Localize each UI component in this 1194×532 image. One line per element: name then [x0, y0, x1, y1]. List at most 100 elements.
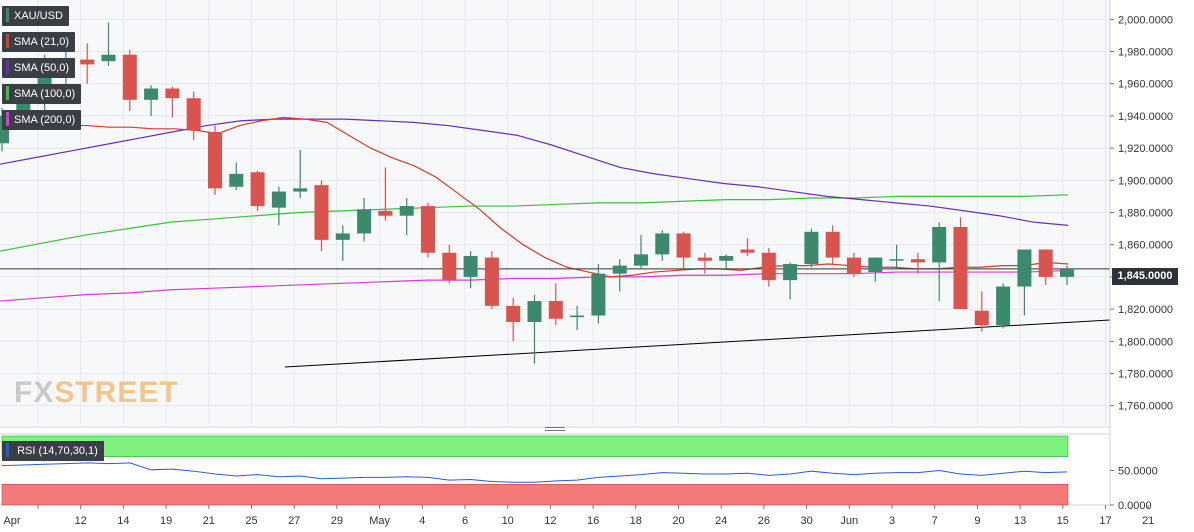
- y-tick-label: 1,980.0000: [1118, 47, 1173, 59]
- x-tick-label: 21: [1142, 515, 1154, 527]
- candle[interactable]: [591, 264, 606, 324]
- candle[interactable]: [186, 91, 201, 141]
- x-tick-label: 26: [758, 515, 770, 527]
- fxstreet-logo: FXSTREET: [14, 376, 179, 409]
- candle[interactable]: [335, 225, 350, 261]
- x-tick-label: 12: [75, 515, 87, 527]
- x-tick-label: 17: [1099, 515, 1111, 527]
- legend-item[interactable]: SMA (21,0): [2, 32, 76, 52]
- candle[interactable]: [122, 49, 137, 112]
- x-tick-label: 16: [587, 515, 599, 527]
- legend-item[interactable]: SMA (200,0): [2, 110, 82, 130]
- candle[interactable]: [314, 180, 329, 252]
- grid: [0, 0, 1149, 425]
- y-tick-label: 1,820.0000: [1118, 304, 1173, 316]
- candle[interactable]: [783, 262, 798, 300]
- candle[interactable]: [868, 257, 883, 282]
- legend-swatch: [6, 8, 9, 23]
- candle[interactable]: [697, 252, 712, 274]
- candle[interactable]: [208, 125, 222, 195]
- y-tick-label: 1,760.0000: [1118, 401, 1173, 413]
- candle[interactable]: [506, 297, 521, 342]
- rsi-swatch: [6, 443, 9, 458]
- y-tick-label: 1,800.0000: [1118, 336, 1173, 348]
- candle[interactable]: [357, 198, 372, 242]
- rsi-line: [1, 462, 1068, 483]
- legend-swatch: [6, 34, 9, 49]
- x-tick-label: 4: [419, 515, 425, 527]
- candle[interactable]: [1060, 265, 1074, 285]
- x-tick-label: 15: [1057, 515, 1069, 527]
- panel-resize-handle[interactable]: [545, 427, 565, 433]
- candle[interactable]: [570, 305, 585, 331]
- y-tick-label: 1,900.0000: [1118, 175, 1173, 187]
- x-tick-label: 13: [1014, 515, 1026, 527]
- candle[interactable]: [101, 22, 116, 67]
- legend-item[interactable]: SMA (100,0): [2, 84, 82, 104]
- candle[interactable]: [889, 244, 904, 269]
- candle[interactable]: [612, 259, 627, 292]
- x-tick-label: 21: [203, 515, 215, 527]
- candle[interactable]: [421, 202, 435, 258]
- candle[interactable]: [761, 247, 776, 287]
- candle[interactable]: [527, 294, 542, 364]
- candle[interactable]: [250, 170, 265, 211]
- rsi-label: RSI (14,70,30,1): [17, 445, 98, 457]
- y-tick-label: 1,960.0000: [1118, 79, 1173, 91]
- candle[interactable]: [1038, 249, 1053, 285]
- x-tick-label: 29: [331, 515, 343, 527]
- candle[interactable]: [80, 43, 95, 84]
- legend-label: SMA (200,0): [14, 114, 76, 126]
- candle[interactable]: [974, 291, 989, 332]
- legend-label: SMA (50,0): [14, 62, 70, 74]
- candle[interactable]: [719, 254, 734, 269]
- candle[interactable]: [484, 251, 499, 310]
- legend-item[interactable]: XAU/USD: [2, 6, 69, 26]
- candle[interactable]: [271, 186, 286, 226]
- candle[interactable]: [634, 235, 648, 269]
- y-tick-label: 1,780.0000: [1118, 368, 1173, 380]
- candle[interactable]: [847, 252, 861, 277]
- legend-label: SMA (21,0): [14, 36, 70, 48]
- candle[interactable]: [740, 238, 755, 256]
- candle[interactable]: [1017, 249, 1032, 316]
- legend-swatch: [6, 86, 9, 101]
- x-tick-label: 18: [630, 515, 642, 527]
- y-axis: 1,760.0000 1,780.0000 1,800.0000 1,820.0000…: [1109, 0, 1194, 532]
- candle[interactable]: [548, 283, 563, 326]
- candle[interactable]: [378, 167, 393, 221]
- x-tick-label: 10: [502, 515, 514, 527]
- sma50-line: [0, 118, 1069, 226]
- candle[interactable]: [463, 251, 478, 289]
- candle[interactable]: [910, 252, 925, 274]
- rsi-tick-label: 50.0000: [1118, 466, 1158, 478]
- candle[interactable]: [655, 230, 670, 261]
- rsi-oversold-zone: [1, 484, 1069, 506]
- candle[interactable]: [932, 222, 947, 302]
- candle[interactable]: [442, 244, 457, 284]
- current-price-tag: 1,845.0000: [1112, 268, 1178, 285]
- legend-swatch: [6, 112, 9, 127]
- candle[interactable]: [293, 149, 308, 199]
- candle[interactable]: [144, 85, 159, 116]
- candle[interactable]: [996, 283, 1011, 329]
- support-trendline: [284, 319, 1111, 368]
- candles[interactable]: [0, 22, 1074, 364]
- sma200-line: [0, 269, 1069, 302]
- legend-item[interactable]: SMA (50,0): [2, 58, 76, 78]
- sma21-line: [0, 116, 1069, 278]
- candle[interactable]: [399, 198, 414, 236]
- candle[interactable]: [825, 225, 840, 265]
- x-tick-label: 24: [715, 515, 727, 527]
- candle[interactable]: [229, 162, 244, 190]
- rsi-tick-label: 0.0000: [1118, 500, 1152, 512]
- x-tick-label: Jun: [840, 515, 858, 527]
- candle[interactable]: [165, 86, 180, 118]
- sma100-line: [0, 194, 1069, 252]
- candle[interactable]: [676, 231, 691, 269]
- x-axis: Apr 12 14 19 21 25 27 29 May 4 6 10 12 16 18 20 24 26 30 Ju…: [0, 504, 1154, 527]
- x-tick-label: 25: [245, 515, 257, 527]
- candle[interactable]: [804, 228, 819, 268]
- legend-label: SMA (100,0): [14, 88, 76, 100]
- candle[interactable]: [953, 217, 968, 310]
